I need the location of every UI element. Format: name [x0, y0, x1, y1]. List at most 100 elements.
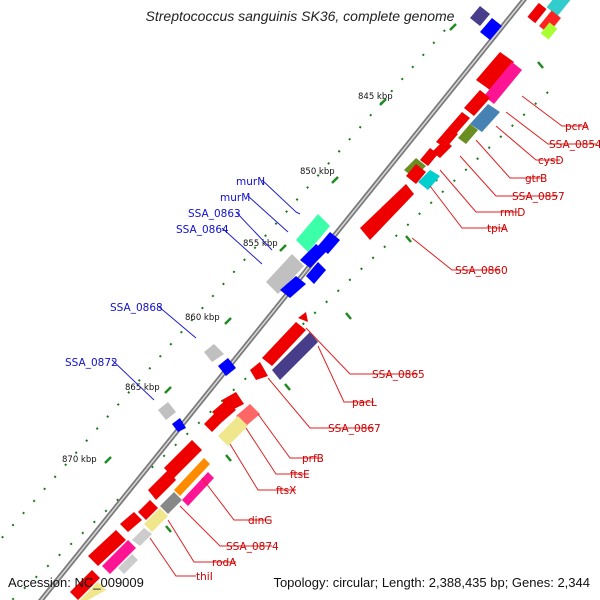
gene-forward[interactable]: [546, 0, 572, 16]
gene-label-SSA_0863[interactable]: SSA_0863: [188, 208, 241, 220]
gene-forward[interactable]: [70, 570, 100, 600]
gene-SSA_0868[interactable]: [204, 344, 224, 362]
tick-marks: [104, 23, 457, 464]
gene-forward[interactable]: [406, 164, 426, 184]
gene-label-SSA_0868[interactable]: SSA_0868: [110, 302, 163, 314]
gene-pacL[interactable]: [272, 332, 318, 380]
gene-forward[interactable]: [132, 528, 152, 546]
gene-ftsX[interactable]: [218, 416, 248, 446]
gene-SSA_0863[interactable]: [266, 254, 304, 294]
gene-label-pcrA[interactable]: pcrA: [565, 121, 590, 133]
map-title: Streptococcus sanguinis SK36, complete g…: [145, 8, 455, 24]
gene-reverse[interactable]: [172, 418, 186, 432]
leader-line: [505, 111, 596, 145]
gene-label-SSA_0864[interactable]: SSA_0864: [176, 224, 229, 236]
tick-mark: [379, 98, 387, 106]
gene-label-SSA_0860[interactable]: SSA_0860: [455, 265, 508, 277]
tick-mark: [405, 235, 412, 243]
gene-forward[interactable]: [527, 2, 547, 24]
gene-label-SSA_0865[interactable]: SSA_0865: [372, 369, 425, 381]
gene-SSA_0872[interactable]: [158, 402, 176, 420]
tick-mark: [331, 176, 339, 184]
gene-label-pacL[interactable]: pacL: [352, 397, 377, 409]
kbp-label: 860 kbp: [185, 313, 220, 323]
leader-line: [305, 327, 418, 375]
tick-mark: [345, 312, 352, 320]
gene-pcrA[interactable]: [476, 52, 514, 90]
gene-label-cysD[interactable]: cysD: [538, 155, 564, 167]
gene-label-thiI[interactable]: thiI: [196, 571, 213, 583]
kbp-label: 850 kbp: [300, 167, 335, 177]
gene-forward[interactable]: [102, 540, 136, 574]
gene-forward[interactable]: [148, 470, 176, 500]
gene-label-prfB[interactable]: prfB: [302, 453, 324, 465]
leader-line: [521, 95, 588, 127]
outer-dotted-ring: [0, 29, 446, 541]
gene-rodA[interactable]: [144, 508, 168, 532]
gene-forward[interactable]: [540, 22, 558, 40]
gene-label-gtrB[interactable]: gtrB: [525, 173, 547, 185]
kbp-label: 870 kbp: [62, 455, 97, 465]
leader-line: [245, 427, 308, 475]
leader-line: [201, 477, 270, 521]
gene-label-murN[interactable]: murN: [236, 176, 265, 188]
gene-reverse[interactable]: [218, 358, 236, 376]
gene-SSA_0864[interactable]: [280, 276, 306, 298]
gene-forward[interactable]: [118, 554, 138, 574]
gene-cysD[interactable]: [470, 104, 500, 132]
accession-text: Accession: NC_009009: [8, 575, 144, 590]
leader-line: [495, 125, 560, 161]
gene-label-rmlD[interactable]: rmlD: [500, 207, 525, 219]
gene-forward[interactable]: [448, 112, 470, 134]
gene-forward[interactable]: [204, 412, 224, 432]
gene-label-SSA_0854[interactable]: SSA_0854: [549, 139, 600, 151]
gene-label-SSA_0867[interactable]: SSA_0867: [328, 423, 381, 435]
tick-mark: [225, 454, 232, 462]
gene-dinG[interactable]: [164, 440, 202, 478]
gene-forward[interactable]: [539, 10, 561, 34]
gene-SSA_0874[interactable]: [160, 492, 182, 514]
gene-SSA_0865[interactable]: [262, 322, 306, 366]
gene-gtrB[interactable]: [458, 124, 478, 144]
gene-reverse[interactable]: [306, 262, 326, 284]
gene-label-dinG[interactable]: dinG: [248, 515, 272, 527]
leader-line: [247, 195, 289, 233]
gene-thiI[interactable]: [88, 530, 126, 566]
gene-forward[interactable]: [120, 512, 142, 532]
gene-reverse[interactable]: [480, 18, 502, 40]
gene-label-murM[interactable]: murM: [220, 192, 250, 204]
leader-line: [235, 211, 273, 251]
gene-tpiA[interactable]: [418, 170, 440, 190]
gene-forward[interactable]: [182, 472, 214, 506]
gene-SSA_0854[interactable]: [484, 62, 522, 104]
gene-label-rodA[interactable]: rodA: [212, 557, 237, 569]
gene-label-ftsE[interactable]: ftsE: [290, 469, 310, 481]
gene-reverse[interactable]: [300, 244, 326, 268]
inner-tick-marks: [165, 61, 544, 533]
gene-forward[interactable]: [80, 582, 106, 600]
gene-murN[interactable]: [296, 214, 330, 252]
forward-labels: pcrA SSA_0854 cysD gtrB SSA_0857 rmlD tp…: [196, 121, 600, 583]
gene-forward[interactable]: [420, 148, 438, 166]
gene-murM[interactable]: [318, 232, 340, 254]
leader-line: [157, 305, 197, 339]
forward-strand-genes: [70, 0, 572, 600]
gene-forward[interactable]: [138, 500, 158, 520]
tick-mark: [284, 383, 291, 391]
gene-forward[interactable]: [464, 90, 490, 116]
gene-label-tpiA[interactable]: tpiA: [487, 223, 509, 235]
gene-SSA_0860[interactable]: [360, 184, 414, 240]
genome-backbone-highlight: [40, 0, 525, 600]
gene-SSA_0867[interactable]: [250, 362, 268, 380]
gene-forward[interactable]: [174, 458, 210, 496]
kbp-label: 855 kbp: [243, 239, 278, 249]
gene-label-SSA_0872[interactable]: SSA_0872: [65, 357, 118, 369]
leader-line: [221, 227, 263, 265]
genome-summary-text: Topology: circular; Length: 2,388,435 bp…: [273, 575, 590, 590]
gene-reverse[interactable]: [470, 6, 490, 26]
gene-label-ftsX[interactable]: ftsX: [276, 485, 296, 497]
gene-label-SSA_0874[interactable]: SSA_0874: [226, 541, 279, 553]
leader-line: [475, 139, 544, 179]
gene-label-SSA_0857[interactable]: SSA_0857: [512, 191, 565, 203]
